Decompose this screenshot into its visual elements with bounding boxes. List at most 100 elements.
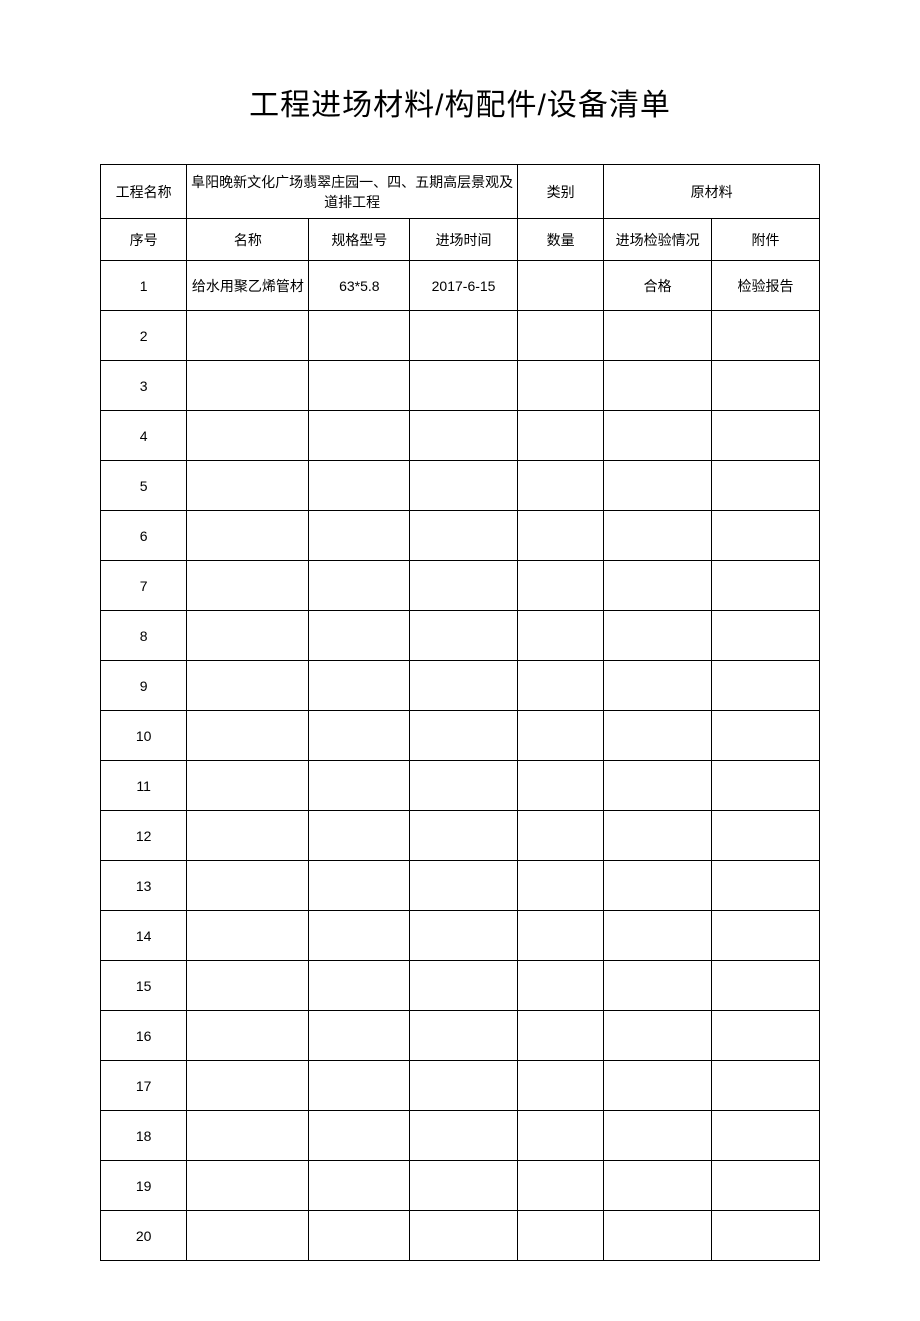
cell-seq: 1 [101, 261, 187, 311]
cell-name [187, 361, 309, 411]
cell-spec [309, 1011, 410, 1061]
col-attachment: 附件 [712, 219, 820, 261]
cell-name [187, 511, 309, 561]
cell-name [187, 1011, 309, 1061]
cell-name [187, 911, 309, 961]
cell-spec [309, 511, 410, 561]
cell-seq: 16 [101, 1011, 187, 1061]
cell-name [187, 611, 309, 661]
table-row: 3 [101, 361, 820, 411]
table-row: 5 [101, 461, 820, 511]
cell-attachment [712, 1011, 820, 1061]
cell-inspection [604, 661, 712, 711]
cell-spec [309, 661, 410, 711]
cell-name [187, 761, 309, 811]
cell-attachment [712, 461, 820, 511]
cell-attachment [712, 511, 820, 561]
col-inspection: 进场检验情况 [604, 219, 712, 261]
cell-quantity [517, 861, 603, 911]
cell-seq: 10 [101, 711, 187, 761]
cell-seq: 13 [101, 861, 187, 911]
cell-entry-time [410, 511, 518, 561]
cell-attachment [712, 311, 820, 361]
table-row: 18 [101, 1111, 820, 1161]
cell-inspection [604, 711, 712, 761]
table-row: 15 [101, 961, 820, 1011]
project-name-value: 阜阳晚新文化广场翡翠庄园一、四、五期高层景观及道排工程 [187, 165, 518, 219]
cell-entry-time [410, 911, 518, 961]
cell-quantity [517, 561, 603, 611]
cell-inspection [604, 1161, 712, 1211]
cell-name [187, 1211, 309, 1261]
col-spec: 规格型号 [309, 219, 410, 261]
cell-quantity [517, 1161, 603, 1211]
cell-quantity [517, 1061, 603, 1111]
cell-name [187, 811, 309, 861]
cell-entry-time [410, 961, 518, 1011]
cell-spec [309, 1061, 410, 1111]
cell-quantity [517, 1011, 603, 1061]
cell-inspection: 合格 [604, 261, 712, 311]
cell-seq: 4 [101, 411, 187, 461]
cell-entry-time [410, 561, 518, 611]
page-title: 工程进场材料/构配件/设备清单 [100, 80, 820, 124]
cell-attachment [712, 761, 820, 811]
cell-inspection [604, 361, 712, 411]
cell-spec [309, 961, 410, 1011]
cell-seq: 6 [101, 511, 187, 561]
col-quantity: 数量 [517, 219, 603, 261]
cell-attachment [712, 911, 820, 961]
table-row: 7 [101, 561, 820, 611]
cell-seq: 19 [101, 1161, 187, 1211]
col-entry-time: 进场时间 [410, 219, 518, 261]
table-row: 9 [101, 661, 820, 711]
cell-entry-time [410, 761, 518, 811]
table-row: 6 [101, 511, 820, 561]
cell-quantity [517, 811, 603, 861]
cell-seq: 5 [101, 461, 187, 511]
cell-quantity [517, 661, 603, 711]
cell-inspection [604, 311, 712, 361]
cell-seq: 18 [101, 1111, 187, 1161]
cell-entry-time [410, 811, 518, 861]
cell-seq: 17 [101, 1061, 187, 1111]
cell-seq: 3 [101, 361, 187, 411]
cell-seq: 15 [101, 961, 187, 1011]
cell-entry-time [410, 661, 518, 711]
cell-spec [309, 761, 410, 811]
table-row: 19 [101, 1161, 820, 1211]
cell-quantity [517, 311, 603, 361]
cell-attachment [712, 811, 820, 861]
project-name-label: 工程名称 [101, 165, 187, 219]
cell-entry-time [410, 1161, 518, 1211]
cell-seq: 11 [101, 761, 187, 811]
cell-quantity [517, 911, 603, 961]
cell-attachment [712, 661, 820, 711]
cell-name [187, 661, 309, 711]
cell-attachment [712, 961, 820, 1011]
cell-seq: 9 [101, 661, 187, 711]
table-row: 20 [101, 1211, 820, 1261]
table-row: 16 [101, 1011, 820, 1061]
cell-attachment: 检验报告 [712, 261, 820, 311]
cell-name [187, 1161, 309, 1211]
cell-attachment [712, 711, 820, 761]
category-label: 类别 [517, 165, 603, 219]
cell-attachment [712, 411, 820, 461]
cell-inspection [604, 911, 712, 961]
cell-spec [309, 1161, 410, 1211]
cell-name [187, 1061, 309, 1111]
table-row: 13 [101, 861, 820, 911]
cell-entry-time [410, 1211, 518, 1261]
cell-name [187, 561, 309, 611]
cell-seq: 2 [101, 311, 187, 361]
cell-inspection [604, 861, 712, 911]
table-row: 1给水用聚乙烯管材63*5.82017-6-15合格检验报告 [101, 261, 820, 311]
cell-entry-time [410, 611, 518, 661]
cell-inspection [604, 511, 712, 561]
cell-entry-time [410, 1111, 518, 1161]
cell-seq: 12 [101, 811, 187, 861]
cell-spec [309, 711, 410, 761]
cell-name [187, 711, 309, 761]
cell-inspection [604, 761, 712, 811]
